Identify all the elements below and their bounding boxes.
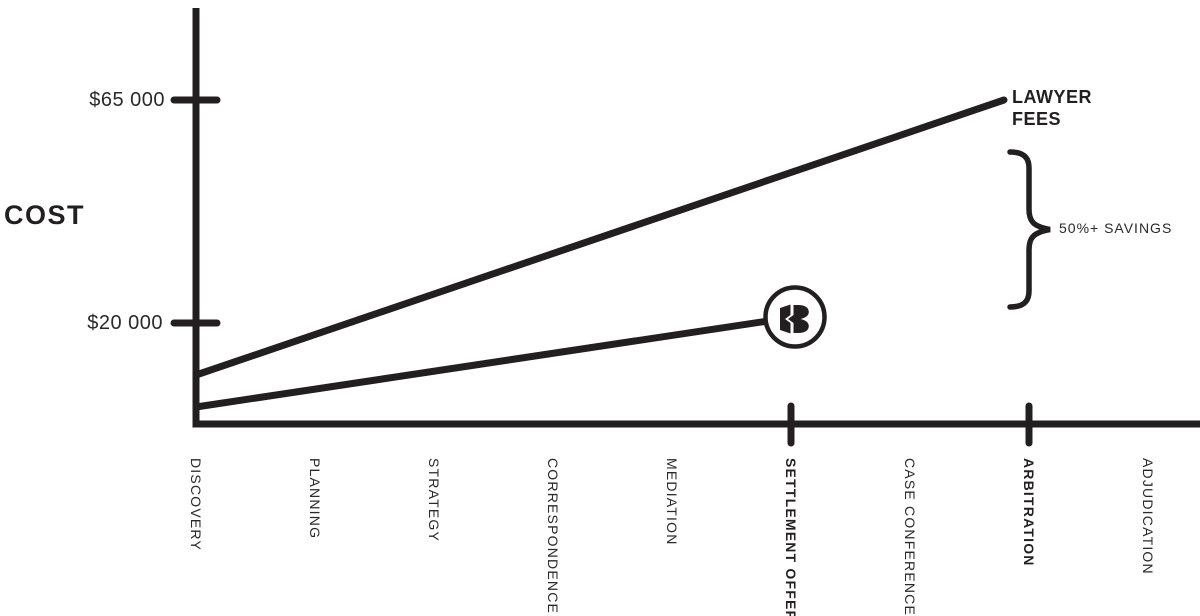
- x-label-settlement-offer: SETTLEMENT OFFER: [783, 458, 799, 616]
- x-label-discovery: DISCOVERY: [188, 458, 204, 552]
- lawyer-fees-label: LAWYER FEES: [1012, 87, 1093, 129]
- b-logo-mark: [780, 304, 809, 334]
- x-label-planning: PLANNING: [307, 458, 323, 540]
- x-label-strategy: STRATEGY: [426, 458, 442, 543]
- lawyer-fees-line: [192, 96, 1008, 379]
- settlement-line: [192, 314, 792, 411]
- x-label-adjudication: ADJUDICATION: [1140, 458, 1156, 575]
- y-tick-label-20000: $20 000: [87, 312, 163, 334]
- x-label-arbitration: ARBITRATION: [1021, 458, 1037, 567]
- x-label-mediation: MEDIATION: [664, 458, 680, 546]
- savings-brace: [1007, 149, 1051, 310]
- savings-annotation: 50%+ SAVINGS: [1059, 220, 1173, 236]
- x-label-case-conferences: CASE CONFERENCES: [902, 458, 918, 616]
- y-axis-title: COST: [4, 200, 86, 230]
- y-tick-label-65000: $65 000: [89, 89, 165, 111]
- x-label-correspondence: CORRESPONDENCE: [545, 458, 561, 615]
